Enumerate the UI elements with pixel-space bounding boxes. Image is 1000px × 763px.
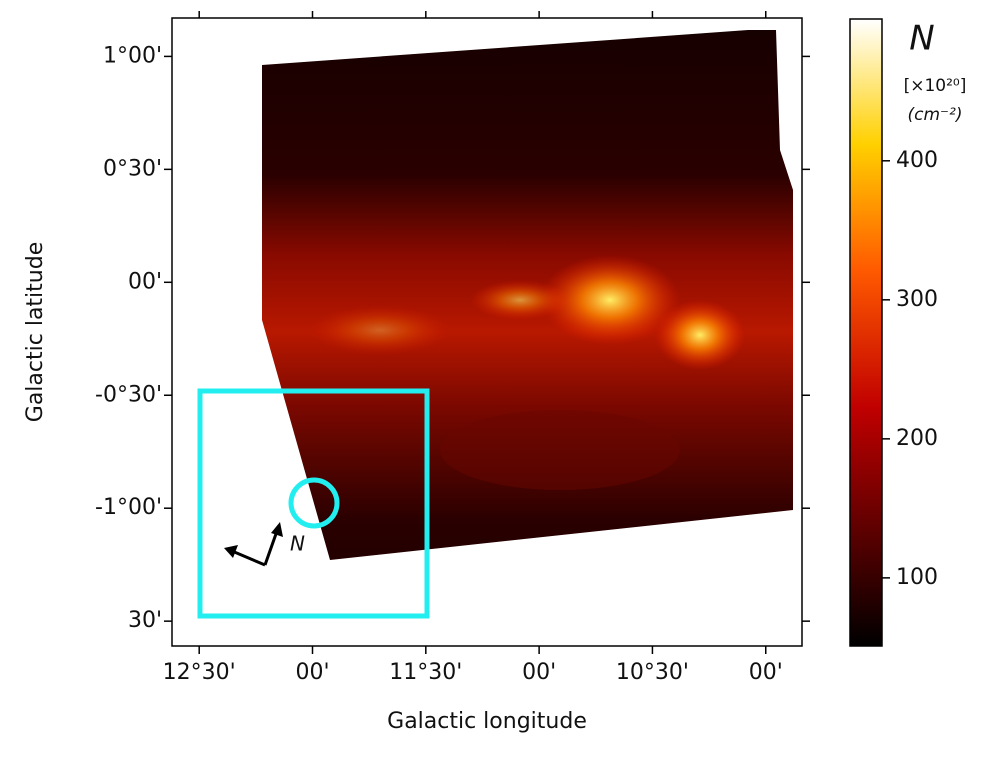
colorbar-tick-label: 300 bbox=[896, 287, 938, 312]
y-tick-label: 1°00' bbox=[103, 43, 162, 68]
y-tick-label: 30' bbox=[128, 608, 162, 633]
y-tick-label: 00' bbox=[128, 269, 162, 294]
x-tick-label: 00' bbox=[749, 660, 783, 685]
region-circle bbox=[288, 477, 340, 529]
x-axis-label: Galactic longitude bbox=[387, 709, 587, 734]
compass-label: N bbox=[290, 532, 305, 556]
x-tick-label: 00' bbox=[295, 660, 329, 685]
x-tick-label: 12°30' bbox=[163, 660, 236, 685]
column-density-map bbox=[262, 30, 793, 560]
region-box bbox=[197, 388, 430, 619]
x-tick-label: 11°30' bbox=[389, 660, 462, 685]
y-tick-label: 0°30' bbox=[103, 156, 162, 181]
y-tick-label: -0°30' bbox=[95, 382, 162, 407]
compass bbox=[224, 522, 283, 567]
colorbar-label: N bbox=[909, 19, 934, 59]
x-tick-label: 10°30' bbox=[616, 660, 689, 685]
colorbar-unit-scale: [×10²⁰] bbox=[904, 76, 967, 96]
colorbar-tick-label: 100 bbox=[896, 565, 938, 590]
colorbar-tick-label: 200 bbox=[896, 426, 938, 451]
colorbar-tick-label: 400 bbox=[896, 148, 938, 173]
colorbar-unit: (cm⁻²) bbox=[908, 105, 963, 125]
colorbar bbox=[849, 18, 883, 647]
y-tick-label: -1°00' bbox=[95, 495, 162, 520]
y-axis-label: Galactic latitude bbox=[23, 242, 48, 422]
x-tick-label: 00' bbox=[522, 660, 556, 685]
axes-frame bbox=[171, 17, 803, 647]
